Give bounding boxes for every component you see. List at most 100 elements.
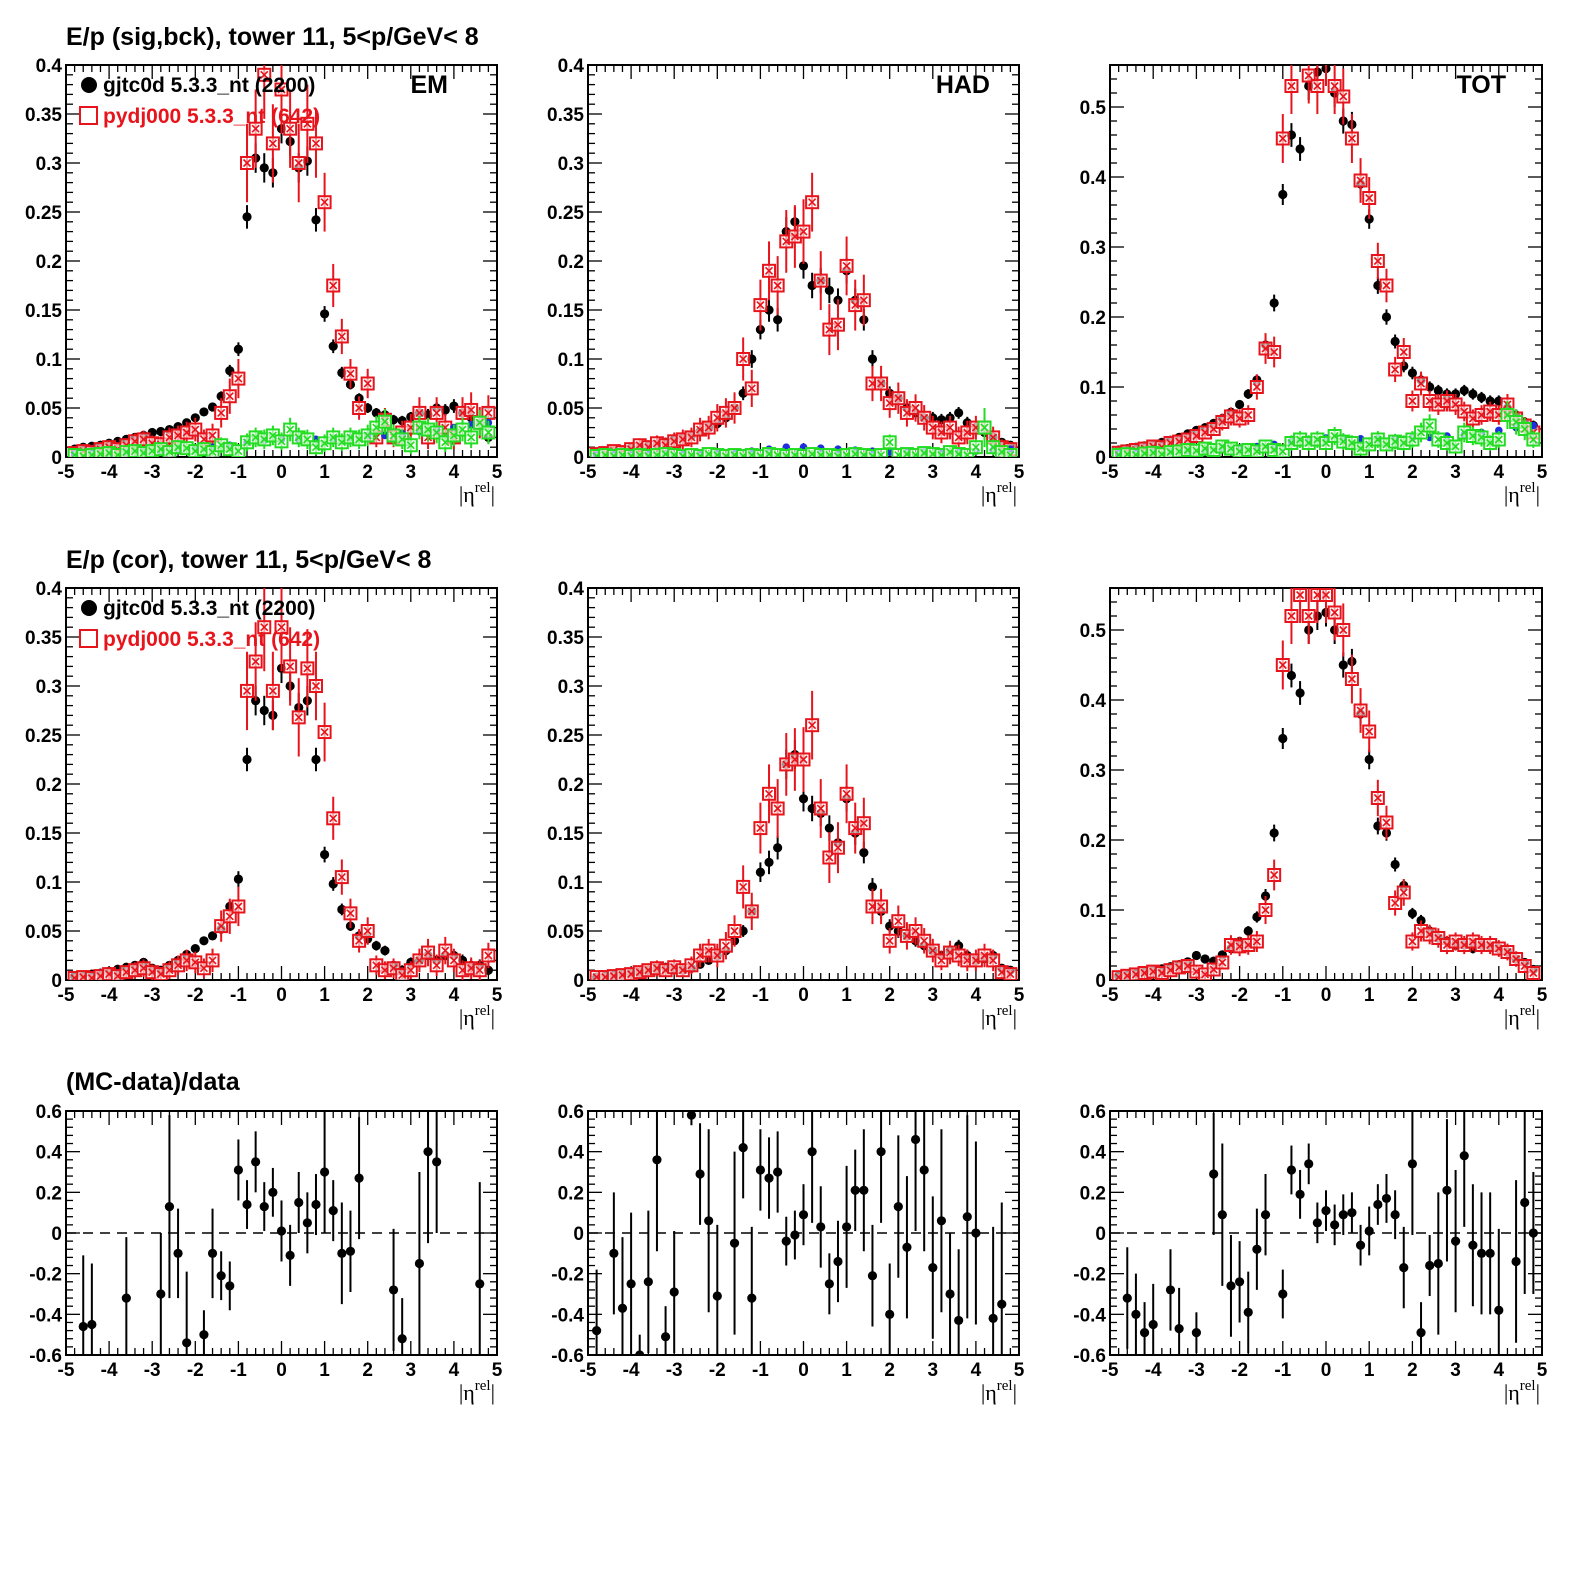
data-point xyxy=(216,1271,226,1281)
x-axis-label-main: |η xyxy=(1504,1005,1520,1030)
x-tick-label: 3 xyxy=(928,1360,939,1381)
y-tick-label: 0.35 xyxy=(547,628,584,649)
data-point-cross xyxy=(363,926,372,936)
data-point-cross xyxy=(911,403,920,413)
data-point xyxy=(1373,1199,1383,1210)
data-point xyxy=(798,261,809,271)
data-point xyxy=(1416,1328,1426,1338)
data-point xyxy=(388,1285,399,1295)
data-point xyxy=(988,1313,998,1323)
data-point-cross xyxy=(268,686,277,695)
x-tick-label: -1 xyxy=(1274,462,1291,483)
data-point-cross xyxy=(920,936,929,945)
data-point-cross xyxy=(1006,970,1015,979)
data-point xyxy=(1330,1220,1340,1230)
data-point xyxy=(824,823,834,833)
data-point xyxy=(1286,1165,1297,1175)
y-tick-label: 0.35 xyxy=(25,628,62,649)
y-tick-label: 0.3 xyxy=(558,154,584,175)
data-point-cross xyxy=(303,119,312,128)
data-point-cross xyxy=(1382,818,1391,827)
data-point xyxy=(156,1289,166,1299)
data-point-cross xyxy=(859,819,868,828)
data-point-cross xyxy=(1365,727,1374,736)
data-point xyxy=(790,1230,800,1240)
y-tick-label: 0 xyxy=(1095,1224,1106,1245)
plot-data xyxy=(589,172,1018,457)
y-tick-label: -0.4 xyxy=(1073,1305,1106,1326)
data-point-cross xyxy=(242,158,252,168)
data-point xyxy=(87,1319,97,1330)
data-point xyxy=(173,1248,183,1258)
data-point-cross xyxy=(1304,71,1313,80)
x-axis-label-sup: rel xyxy=(1520,480,1536,496)
data-point xyxy=(798,794,809,804)
data-point-cross xyxy=(920,413,929,422)
x-tick-label: 3 xyxy=(406,1360,417,1381)
data-point xyxy=(242,1199,252,1210)
y-tick-label: 0.1 xyxy=(36,873,63,894)
x-tick-label: 2 xyxy=(362,462,373,483)
data-point-cross xyxy=(1494,435,1503,444)
data-point-cross xyxy=(877,450,886,457)
data-point xyxy=(225,1281,235,1291)
x-tick-label: 3 xyxy=(928,985,939,1006)
data-point-cross xyxy=(329,281,338,290)
data-point xyxy=(1390,859,1400,870)
data-point xyxy=(755,1165,766,1175)
data-point xyxy=(268,1187,278,1197)
plot-data xyxy=(1122,1111,1538,1355)
series-3 xyxy=(589,408,1018,457)
data-point-cross xyxy=(1520,961,1529,971)
data-point-cross xyxy=(1373,256,1382,266)
data-point-cross xyxy=(337,332,346,341)
data-point xyxy=(1364,1226,1374,1236)
data-point-cross xyxy=(449,956,458,965)
panel-sig-bck-had: -5 -4 -3 -2 -1 0 1 2 3 4 5 0 0.05 0.1 0.15 0.2 0.25 0.3 0.… xyxy=(547,56,1025,507)
x-tick-label: -1 xyxy=(230,462,247,483)
data-point-cross xyxy=(833,843,843,852)
x-tick-label: 1 xyxy=(319,985,330,1006)
x-tick-label: 0 xyxy=(798,1360,809,1381)
data-point-cross xyxy=(268,431,277,440)
y-tick-label: -0.2 xyxy=(29,1265,62,1286)
data-point-cross xyxy=(704,423,713,432)
data-point-cross xyxy=(1512,954,1521,964)
legend-data-label: gjtc0d 5.3.3_nt (2200) xyxy=(103,597,315,620)
data-point-cross xyxy=(311,681,321,691)
x-tick-label: -5 xyxy=(580,462,597,483)
data-point-cross xyxy=(286,662,295,671)
data-point-cross xyxy=(355,403,364,413)
x-axis-label: |ηrel| xyxy=(1504,480,1540,507)
data-point-cross xyxy=(260,70,269,79)
data-point xyxy=(695,1169,705,1179)
data-point-cross xyxy=(816,804,825,813)
y-tick-label: 0.05 xyxy=(547,399,584,420)
x-tick-label: -3 xyxy=(666,462,683,483)
series-3 xyxy=(67,408,496,457)
data-point xyxy=(876,1147,886,1157)
data-point-cross xyxy=(1252,937,1261,946)
data-point-cross xyxy=(475,966,484,975)
panel-sig-bck-tot: -5 -4 -3 -2 -1 0 1 2 3 4 5 0 0.1 0.2 0.3 0.4 0.5 |ηrel| xyxy=(1080,64,1548,507)
legend-sig-bck: gjtc0d 5.3.3_nt (2200) pydj000 5.3.3_nt … xyxy=(79,74,320,128)
data-point-cross xyxy=(1356,706,1365,715)
data-point-cross xyxy=(415,408,424,417)
x-tick-label: 5 xyxy=(1537,985,1548,1006)
data-point xyxy=(1003,448,1018,457)
data-point-cross xyxy=(1278,134,1287,143)
data-point-cross xyxy=(739,882,748,891)
data-point xyxy=(919,1165,929,1175)
y-tick-label: 0.15 xyxy=(25,824,62,845)
data-point-cross xyxy=(877,379,886,388)
data-point xyxy=(1381,312,1392,322)
data-point xyxy=(592,1326,602,1336)
data-point xyxy=(1364,754,1374,765)
data-point xyxy=(1260,1210,1271,1220)
data-point-cross xyxy=(320,727,329,737)
x-axis-label: |ηrel| xyxy=(981,1003,1017,1030)
data-point xyxy=(660,1332,671,1342)
x-axis-label: |ηrel| xyxy=(1504,1378,1540,1405)
x-axis-label-main: |η xyxy=(459,1005,475,1030)
data-point xyxy=(1407,908,1417,919)
